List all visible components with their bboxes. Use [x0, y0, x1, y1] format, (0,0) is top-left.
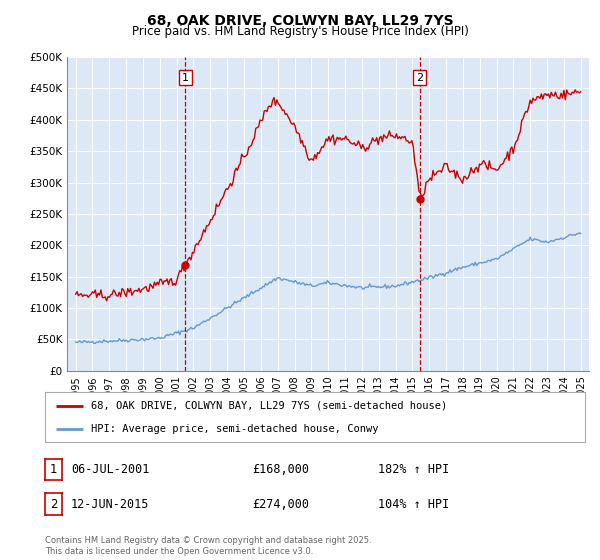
Text: 12-JUN-2015: 12-JUN-2015: [71, 497, 149, 511]
Text: 1: 1: [50, 463, 57, 476]
Text: 104% ↑ HPI: 104% ↑ HPI: [378, 497, 449, 511]
Text: 68, OAK DRIVE, COLWYN BAY, LL29 7YS: 68, OAK DRIVE, COLWYN BAY, LL29 7YS: [146, 14, 454, 28]
Text: 68, OAK DRIVE, COLWYN BAY, LL29 7YS (semi-detached house): 68, OAK DRIVE, COLWYN BAY, LL29 7YS (sem…: [91, 400, 447, 410]
Text: Contains HM Land Registry data © Crown copyright and database right 2025.
This d: Contains HM Land Registry data © Crown c…: [45, 536, 371, 556]
Text: 182% ↑ HPI: 182% ↑ HPI: [378, 463, 449, 476]
Text: 06-JUL-2001: 06-JUL-2001: [71, 463, 149, 476]
Text: 2: 2: [416, 72, 424, 82]
Text: 1: 1: [182, 72, 189, 82]
Text: £168,000: £168,000: [252, 463, 309, 476]
Text: 2: 2: [50, 497, 57, 511]
Text: £274,000: £274,000: [252, 497, 309, 511]
Text: Price paid vs. HM Land Registry's House Price Index (HPI): Price paid vs. HM Land Registry's House …: [131, 25, 469, 38]
Text: HPI: Average price, semi-detached house, Conwy: HPI: Average price, semi-detached house,…: [91, 424, 379, 434]
